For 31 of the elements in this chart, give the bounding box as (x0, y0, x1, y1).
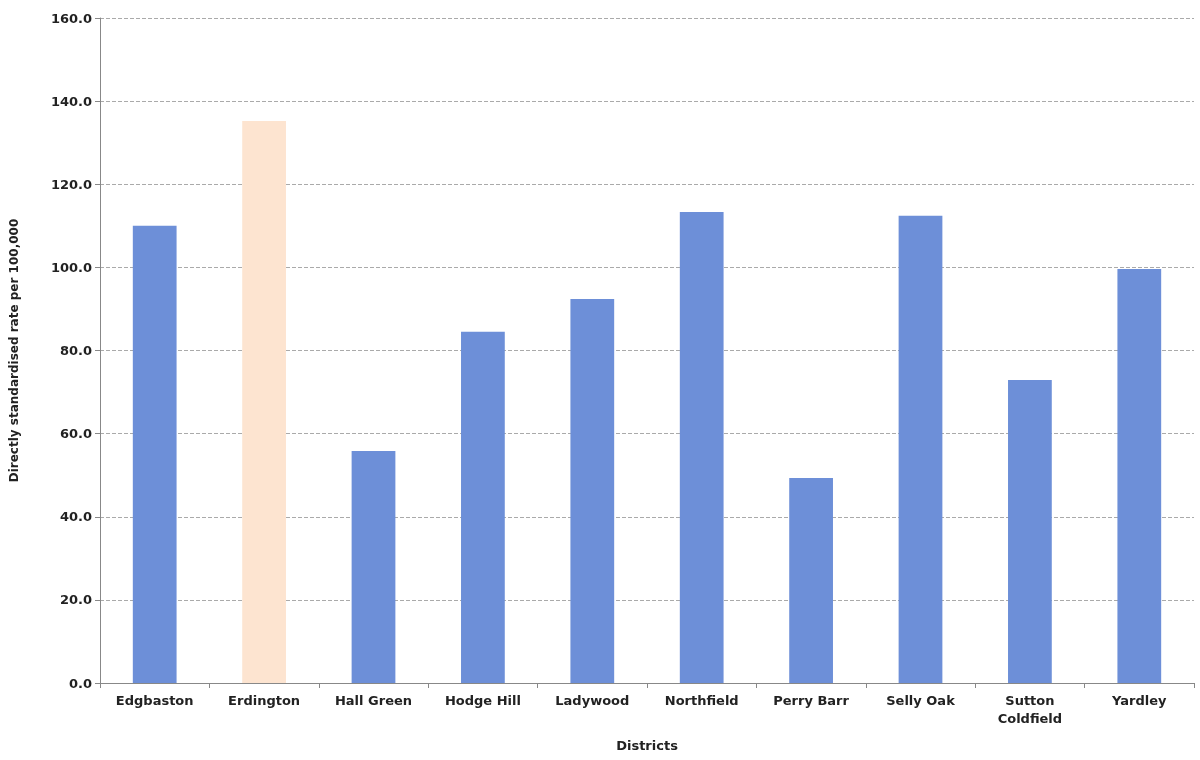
y-tick-label: 100.0 (50, 259, 92, 275)
x-tick-label: Hodge Hill (444, 692, 521, 708)
y-tick-label: 0.0 (68, 675, 92, 691)
bar (1008, 380, 1052, 683)
bar (351, 451, 396, 683)
y-axis-title: Directly standardised rate per 100,000 (7, 218, 21, 483)
x-tick-label: Hall Green (334, 692, 413, 708)
x-tick-label: Yardley (1111, 692, 1168, 708)
x-tick-label: Edgbaston (115, 692, 194, 708)
y-tick-label: 80.0 (59, 343, 92, 358)
bar (789, 478, 833, 683)
x-tick-label: Perry Barr (773, 692, 850, 708)
y-tick-label: 60.0 (59, 426, 92, 442)
y-tick-label: 120.0 (50, 176, 92, 192)
bar (570, 298, 615, 683)
x-axis-title: Districts (616, 738, 679, 753)
bar (898, 215, 943, 683)
y-tick-label: 40.0 (59, 509, 92, 525)
bar (461, 331, 505, 683)
x-tick-label: Ladywood (555, 692, 630, 708)
x-tick-label: Northfield (664, 692, 739, 708)
x-tick-label: Selly Oak (886, 692, 956, 708)
bar (1117, 269, 1162, 683)
x-tick-label: Erdington (228, 692, 301, 708)
bar (679, 212, 724, 683)
y-tick-label: 140.0 (50, 93, 92, 109)
bar (132, 225, 177, 683)
bar (242, 121, 286, 683)
y-tick-label: 160.0 (50, 10, 92, 26)
y-tick-label: 20.0 (59, 592, 92, 608)
x-tick-label: Sutton Coldfield (997, 692, 1063, 726)
